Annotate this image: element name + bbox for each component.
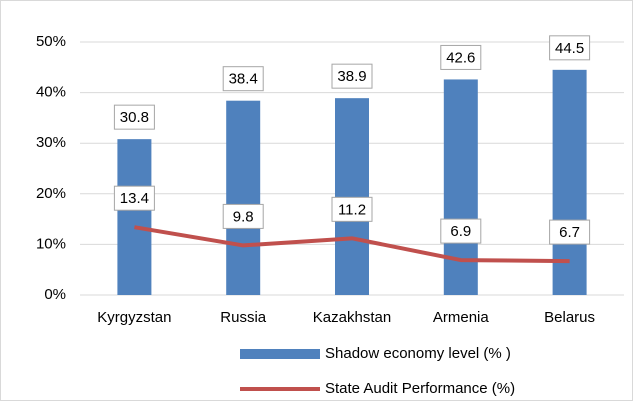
- y-tick-label: 30%: [36, 134, 66, 151]
- data-label: 6.9: [450, 223, 471, 240]
- data-label-box: [113, 104, 155, 130]
- data-label-box: [222, 203, 264, 229]
- x-tick-label: Armenia: [433, 309, 490, 326]
- data-label: 44.5: [555, 40, 584, 57]
- data-label: 9.8: [233, 208, 254, 225]
- data-label-box: [440, 218, 482, 244]
- data-label-box: [331, 63, 373, 89]
- data-label: 11.2: [338, 201, 366, 218]
- x-tick-label: Kyrgyzstan: [97, 309, 171, 326]
- y-tick-label: 10%: [36, 235, 66, 252]
- data-label: 13.4: [120, 190, 149, 207]
- data-label-box: [440, 44, 482, 70]
- data-label: 38.9: [337, 68, 366, 85]
- x-tick-label: Russia: [220, 309, 267, 326]
- bar: [552, 69, 587, 295]
- y-tick-label: 40%: [36, 84, 66, 101]
- bar: [443, 79, 478, 295]
- data-label: 6.7: [559, 224, 580, 241]
- data-label-box: [113, 185, 155, 211]
- y-tick-label: 50%: [36, 33, 66, 50]
- x-tick-label: Kazakhstan: [313, 309, 391, 326]
- x-tick-label: Belarus: [544, 309, 595, 326]
- data-label: 42.6: [446, 49, 475, 66]
- data-label-box: [331, 196, 373, 222]
- legend-label: State Audit Performance (%): [325, 380, 515, 397]
- data-label: 38.4: [229, 71, 258, 88]
- bar: [117, 139, 152, 295]
- data-label-box: [549, 219, 591, 245]
- y-tick-label: 0%: [44, 286, 66, 303]
- y-tick-label: 20%: [36, 185, 66, 202]
- line: [134, 225, 570, 264]
- bar: [226, 100, 261, 295]
- legend-label: Shadow economy level (% ): [325, 345, 511, 362]
- legend-swatch: [240, 349, 320, 359]
- bar: [335, 98, 369, 295]
- data-label-box: [222, 66, 264, 92]
- data-label-box: [549, 35, 591, 61]
- data-label: 30.8: [120, 109, 149, 126]
